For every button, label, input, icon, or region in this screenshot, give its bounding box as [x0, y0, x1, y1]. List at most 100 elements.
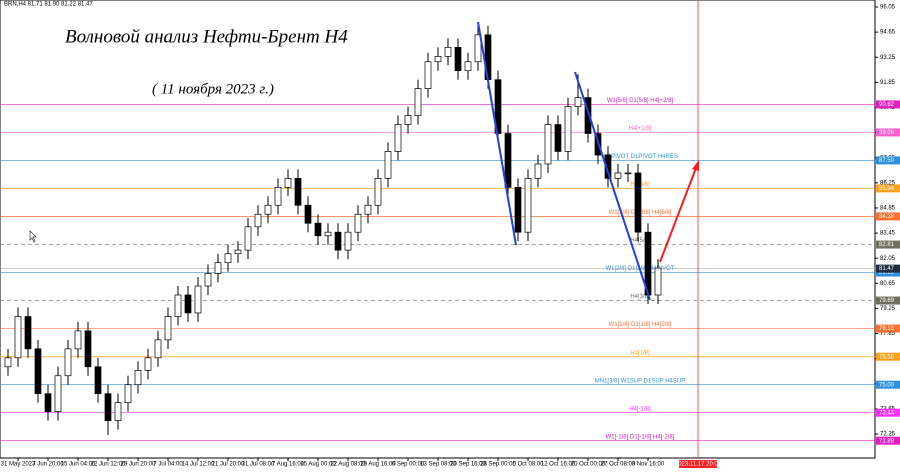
candle-body [424, 61, 432, 89]
candle-body [104, 393, 112, 421]
price-box-label: 85.94 [879, 186, 895, 192]
x-tick-label: 22 Aug 08:00 [330, 462, 366, 468]
candle-body [4, 357, 12, 368]
candle-body [544, 124, 552, 165]
candle-body [604, 154, 612, 179]
y-tick-label: 77.85 [880, 331, 896, 337]
price-box-label: 81.25 [879, 270, 895, 276]
candle-body [614, 172, 622, 179]
candle-body [124, 384, 132, 404]
x-tick-label: 12 Oct 16:00 [541, 462, 576, 468]
candle-body [84, 330, 92, 368]
candle-body [274, 186, 282, 206]
price-box-label: 76.56 [879, 354, 895, 360]
x-tick-label: 7 Aug 16:00 [272, 462, 305, 468]
x-tick-label: 29 Aug 16:00 [360, 462, 396, 468]
price-box [876, 324, 900, 333]
candle-body [564, 106, 572, 152]
x-tick-label: 20 Sep 16:00 [450, 462, 486, 468]
candle-body [264, 204, 272, 215]
y-tick-label: 91.85 [880, 80, 896, 86]
time-marker-label: 2023.11.17 20:00 [675, 462, 722, 468]
header: BRN,H4 81.71 81.90 81.22 81.47 [4, 2, 93, 8]
candle-body [554, 124, 562, 152]
price-box-label: 84.38 [879, 214, 895, 220]
candle-body [584, 97, 592, 134]
price-box-label: 78.13 [879, 326, 895, 332]
candle-body [504, 133, 512, 188]
price-box-label: 75.00 [879, 382, 895, 388]
candle-body [64, 348, 72, 377]
forecast-arrow [659, 167, 697, 263]
candle-body [384, 151, 392, 179]
y-tick-label: 86.25 [880, 180, 896, 186]
y-tick-label: 93.25 [880, 55, 896, 61]
chart-subtitle: ( 11 ноября 2023 г.) [152, 81, 274, 97]
candle-body [24, 316, 32, 350]
level-label: H4[+1/8] [629, 126, 652, 132]
level-label: MN1[3/8] W1SUP D1SUP H4SUP [595, 378, 685, 384]
price-box [876, 100, 900, 109]
candle-body [234, 249, 242, 255]
price-box [876, 380, 900, 389]
x-tick-label: 5 Oct 08:00 [512, 462, 544, 468]
candle-body [334, 231, 342, 251]
candle-body [474, 34, 482, 63]
chart-title: Волновой анализ Нефти-Брент H4 [65, 26, 348, 47]
arrow-head [692, 160, 699, 171]
candle-body [574, 97, 582, 107]
candle-body [294, 178, 302, 206]
candle-body [434, 55, 442, 63]
level-label: H4[1/8] [630, 350, 650, 356]
candle-body [214, 262, 222, 274]
x-tick-label: 3 Nov 16:00 [632, 462, 665, 468]
x-tick-label: 15 Jun 04:00 [61, 462, 96, 468]
candle-body [514, 186, 522, 233]
plot-frame [0, 0, 876, 459]
x-tick-label: 31 May 2023 [1, 462, 36, 468]
price-box [876, 212, 900, 221]
last-price-box [876, 264, 900, 273]
candle-body [114, 402, 122, 421]
candle-body [444, 47, 452, 57]
price-box-label: 89.06 [879, 130, 895, 136]
level-label: W1[1/8] D1[1/8] H4[2/8] [609, 322, 672, 328]
time-marker-box [679, 460, 717, 468]
candle-body [134, 370, 142, 386]
candle-body [204, 273, 212, 287]
candle-body [354, 213, 362, 233]
price-box-label: 73.44 [879, 410, 895, 416]
x-tick-label: 7 Jul 04:00 [153, 462, 183, 468]
candle-body [404, 115, 412, 125]
level-label: W1[-1/8] D1[-1/8] H4[-2/8] [606, 434, 675, 440]
y-tick-label: 94.65 [880, 30, 896, 36]
candle-body [154, 339, 162, 359]
x-tick-label: 15 Aug 00:00 [300, 462, 336, 468]
candle-body [74, 330, 82, 350]
price-box-label: 82.81 [879, 242, 895, 248]
x-tick-label: 20 Oct 00:00 [571, 462, 606, 468]
price-box [876, 156, 900, 165]
candle-body [54, 375, 62, 412]
candle-body [364, 204, 372, 215]
price-box [876, 128, 900, 137]
level-label: H4[3/8] [630, 294, 650, 300]
price-box-label: 87.50 [879, 158, 895, 164]
candle-body [534, 163, 542, 179]
trend-line [477, 21, 517, 246]
candle-body [304, 204, 312, 224]
candle-body [414, 88, 422, 116]
candles [4, 25, 662, 435]
candle-body [634, 172, 642, 233]
x-tick-label: 22 Jun 12:00 [91, 462, 126, 468]
candle-body [454, 47, 462, 72]
price-box-label: 71.88 [879, 438, 895, 444]
y-tick-label: 72.25 [880, 432, 896, 438]
candle-body [254, 213, 262, 228]
x-tick-label: 28 Sep 00:00 [480, 462, 516, 468]
price-box [876, 184, 900, 193]
candle-body [284, 178, 292, 188]
y-tick-label: 83.45 [880, 231, 896, 237]
level-label: W1PIVOT D1PIVOT H4RES [602, 154, 678, 160]
price-box [876, 436, 900, 445]
